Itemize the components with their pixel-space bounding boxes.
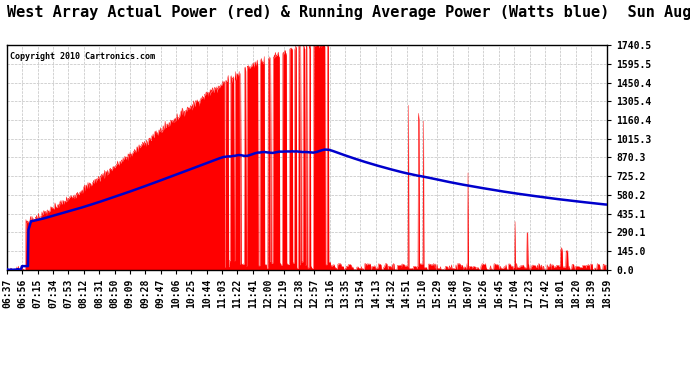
Text: Copyright 2010 Cartronics.com: Copyright 2010 Cartronics.com xyxy=(10,52,155,61)
Text: West Array Actual Power (red) & Running Average Power (Watts blue)  Sun Aug 29 1: West Array Actual Power (red) & Running … xyxy=(7,4,690,20)
